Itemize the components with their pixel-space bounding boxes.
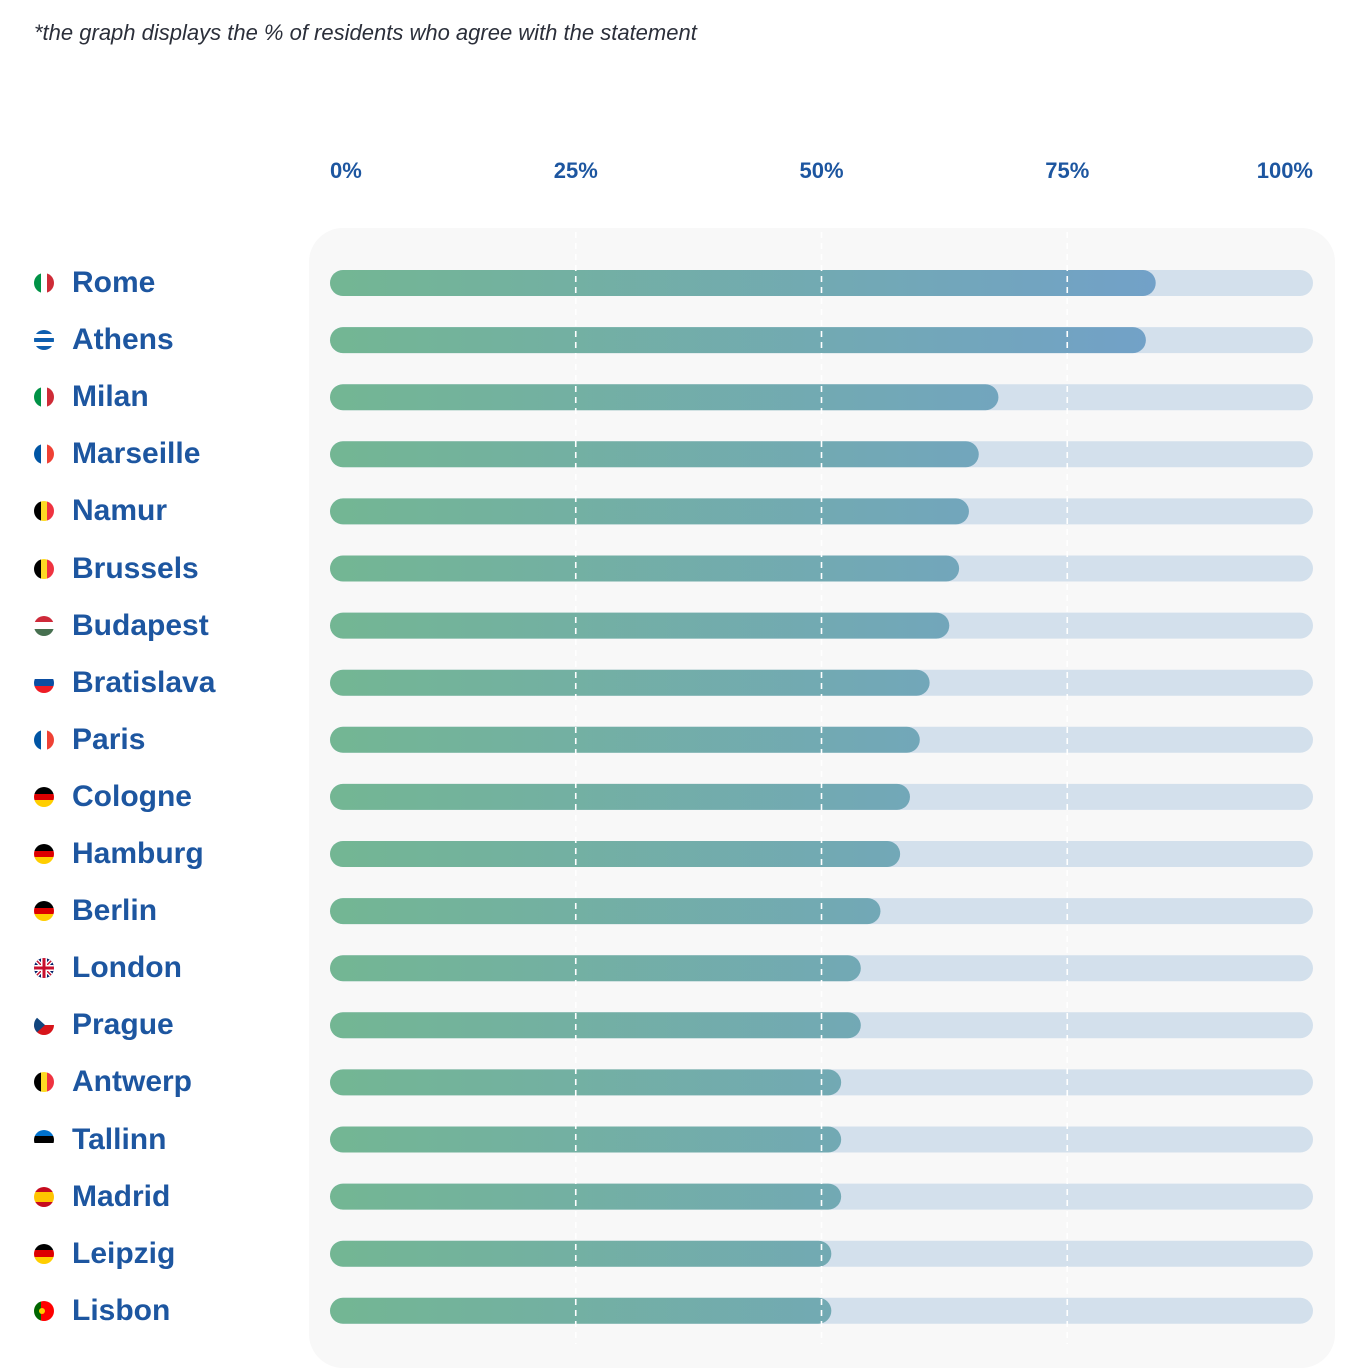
france-flag-icon: [34, 729, 54, 750]
city-label-brussels: Brussels: [34, 551, 199, 585]
x-tick-label: 75%: [1045, 158, 1090, 183]
city-name: Lisbon: [72, 1293, 171, 1327]
bar-lisbon: [330, 1297, 832, 1324]
footnote: *the graph displays the % of residents w…: [34, 20, 697, 45]
city-label-cologne: Cologne: [34, 779, 192, 813]
city-name: Milan: [72, 380, 149, 414]
belgium-flag-icon: [34, 501, 54, 522]
city-label-lisbon: Lisbon: [34, 1293, 171, 1327]
city-label-tallinn: Tallinn: [34, 1122, 167, 1156]
estonia-flag-icon: [34, 1129, 54, 1150]
slovakia-flag-icon: [34, 672, 54, 693]
city-label-paris: Paris: [34, 722, 146, 756]
city-label-antwerp: Antwerp: [34, 1065, 192, 1099]
city-label-marseille: Marseille: [34, 437, 201, 471]
city-name: Berlin: [72, 894, 158, 928]
portugal-flag-icon: [34, 1300, 54, 1321]
uk-flag-icon: [34, 958, 54, 979]
bar-leipzig: [330, 1240, 832, 1267]
city-name: Antwerp: [72, 1065, 192, 1099]
belgium-flag-icon: [34, 558, 54, 579]
city-name: Cologne: [72, 779, 192, 813]
city-name: Tallinn: [72, 1122, 167, 1156]
france-flag-icon: [34, 444, 54, 465]
city-name: Budapest: [72, 608, 209, 642]
city-name: Athens: [72, 323, 174, 357]
germany-flag-icon: [34, 1243, 54, 1264]
city-name: Namur: [72, 494, 168, 528]
city-label-london: London: [34, 951, 182, 985]
city-name: Paris: [72, 722, 146, 756]
city-name: Rome: [72, 266, 156, 299]
city-label-namur: Namur: [34, 494, 168, 528]
germany-flag-icon: [34, 786, 54, 807]
spain-flag-icon: [34, 1186, 54, 1207]
bar-rome: [330, 270, 1156, 296]
italy-flag-icon: [34, 387, 54, 408]
germany-flag-icon: [34, 844, 54, 864]
city-label-milan: Milan: [34, 380, 149, 414]
germany-flag-icon: [34, 901, 54, 922]
hungary-flag-icon: [34, 615, 54, 636]
bar-antwerp: [330, 1069, 842, 1096]
city-label-leipzig: Leipzig: [34, 1236, 176, 1270]
x-tick-label: 0%: [330, 158, 362, 183]
x-tick-label: 50%: [799, 158, 844, 183]
czech-flag-icon: [34, 1015, 54, 1036]
city-name: Prague: [72, 1008, 174, 1042]
bar-madrid: [330, 1183, 842, 1210]
bar-paris: [330, 726, 920, 753]
bar-milan: [330, 384, 999, 411]
bar-cologne: [330, 783, 910, 810]
x-tick-label: 25%: [553, 158, 598, 183]
belgium-flag-icon: [34, 1072, 54, 1093]
bar-tallinn: [330, 1126, 842, 1153]
city-name: Leipzig: [72, 1236, 176, 1270]
city-name: Madrid: [72, 1179, 171, 1213]
bar-budapest: [330, 612, 950, 639]
city-label-madrid: Madrid: [34, 1179, 171, 1213]
city-name: Bratislava: [72, 665, 216, 699]
city-label-prague: Prague: [34, 1008, 174, 1042]
city-name: Brussels: [72, 551, 199, 585]
bar-hamburg: [330, 841, 901, 867]
city-name: Hamburg: [72, 837, 204, 870]
greece-flag-icon: [34, 330, 54, 351]
bar-brussels: [330, 555, 960, 582]
x-tick-label: 100%: [1256, 158, 1313, 183]
bar-prague: [330, 1012, 861, 1039]
city-label-hamburg: Hamburg: [34, 837, 204, 870]
city-name: Marseille: [72, 437, 201, 471]
city-label-athens: Athens: [34, 323, 174, 357]
city-name: London: [72, 951, 182, 985]
bar-namur: [330, 498, 969, 525]
bar-bratislava: [330, 669, 930, 696]
city-label-bratislava: Bratislava: [34, 665, 216, 699]
bar-athens: [330, 327, 1146, 354]
bar-marseille: [330, 441, 979, 468]
city-label-budapest: Budapest: [34, 608, 209, 642]
bar-london: [330, 955, 861, 982]
city-label-berlin: Berlin: [34, 894, 158, 928]
italy-flag-icon: [34, 273, 54, 293]
bar-berlin: [330, 898, 881, 925]
city-label-rome: Rome: [34, 266, 156, 299]
